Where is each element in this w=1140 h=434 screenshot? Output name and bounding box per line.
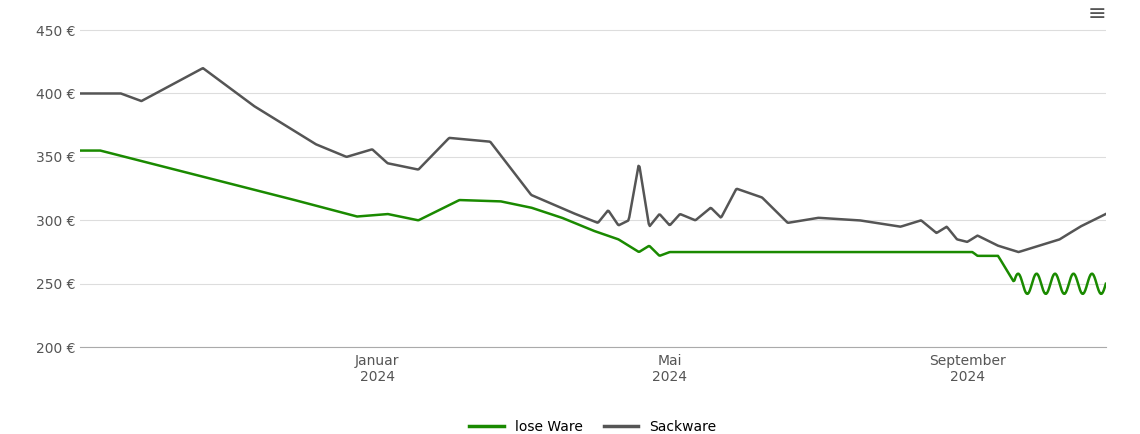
Text: ≡: ≡ xyxy=(1088,4,1106,24)
Legend: lose Ware, Sackware: lose Ware, Sackware xyxy=(464,414,722,434)
